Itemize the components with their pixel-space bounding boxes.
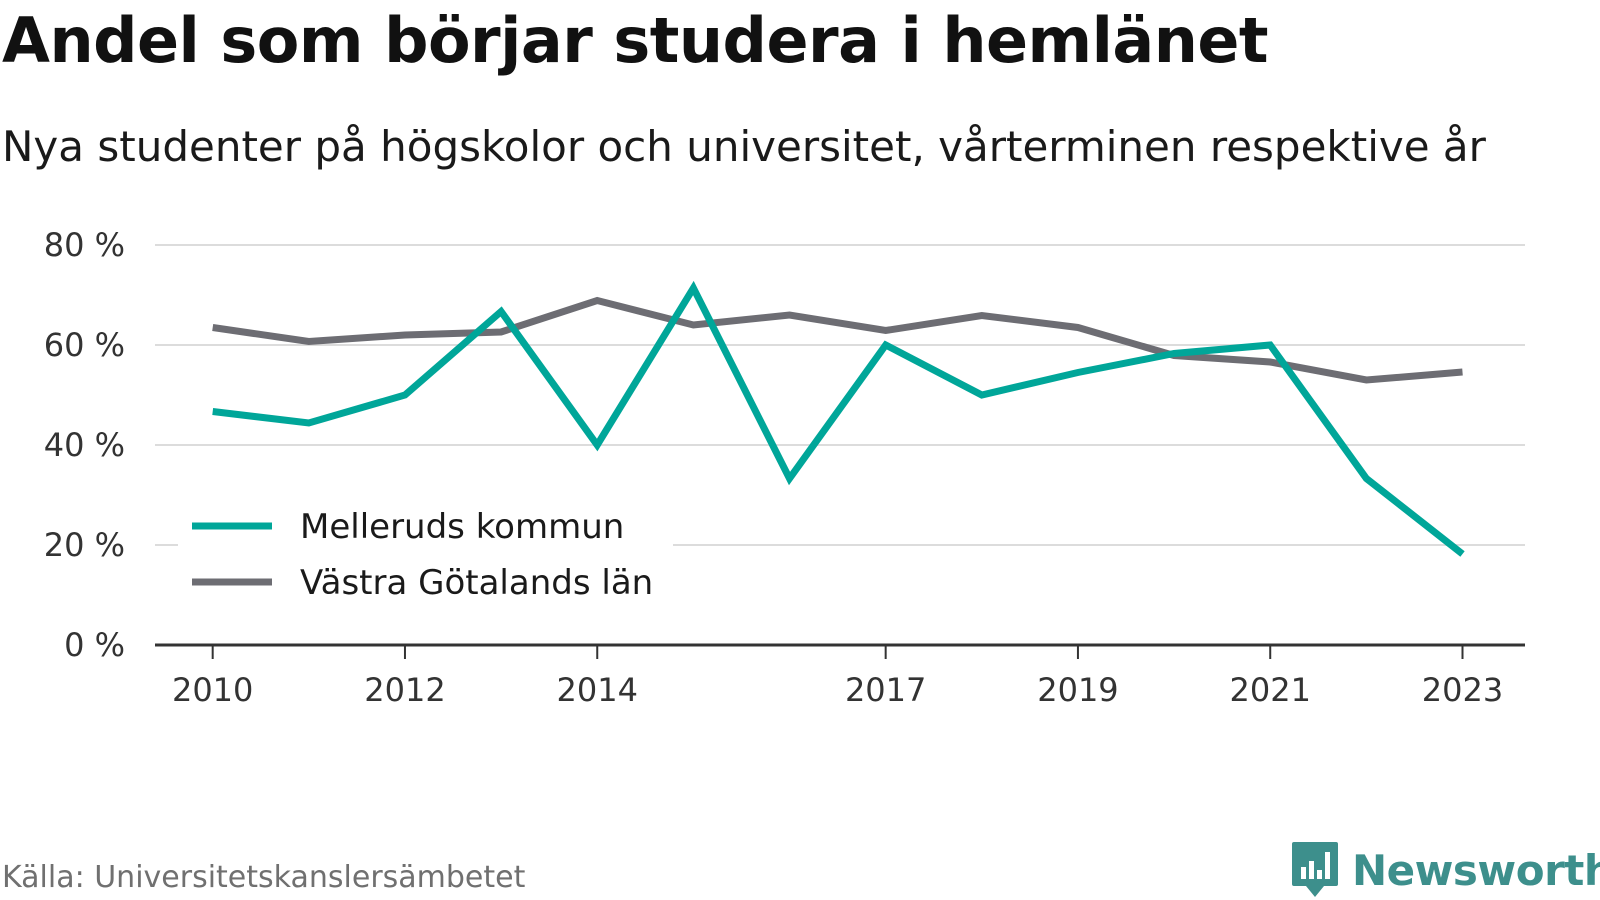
x-tick-label: 2023 [1422, 671, 1503, 709]
x-tick-label: 2012 [364, 671, 445, 709]
x-tick-label: 2010 [172, 671, 253, 709]
y-tick-label: 0 % [64, 626, 125, 664]
legend-label: Västra Götalands län [300, 563, 653, 603]
x-tick-label: 2021 [1230, 671, 1311, 709]
y-axis-ticks: 0 % 20 % 40 % 60 % 80 % [44, 226, 125, 664]
legend: Melleruds kommun Västra Götalands län [178, 498, 673, 608]
x-tick-label: 2019 [1037, 671, 1118, 709]
y-tick-label: 60 % [44, 326, 125, 364]
x-tick-label: 2014 [557, 671, 638, 709]
y-tick-label: 40 % [44, 426, 125, 464]
y-tick-label: 80 % [44, 226, 125, 264]
newsworthy-logo-icon [1292, 842, 1338, 897]
x-axis-ticks: 2010 2012 2014 2017 2019 2021 2023 [155, 643, 1525, 709]
chart-subtitle: Nya studenter på högskolor och universit… [2, 122, 1486, 171]
series-line-melleruds-kommun [212, 280, 1465, 557]
y-tick-label: 20 % [44, 526, 125, 564]
chart-title: Andel som börjar studera i hemlänet [2, 4, 1269, 77]
legend-label: Melleruds kommun [300, 507, 624, 547]
brand-logo: Newsworthy [1290, 840, 1600, 900]
series-lines [212, 280, 1465, 557]
brand-name: Newsworthy [1352, 845, 1600, 895]
series-line-vastra-gotalands-lan [212, 296, 1463, 384]
legend-background [178, 498, 673, 608]
source-note: Källa: Universitetskanslersämbetet [2, 860, 526, 895]
x-tick-label: 2017 [845, 671, 926, 709]
